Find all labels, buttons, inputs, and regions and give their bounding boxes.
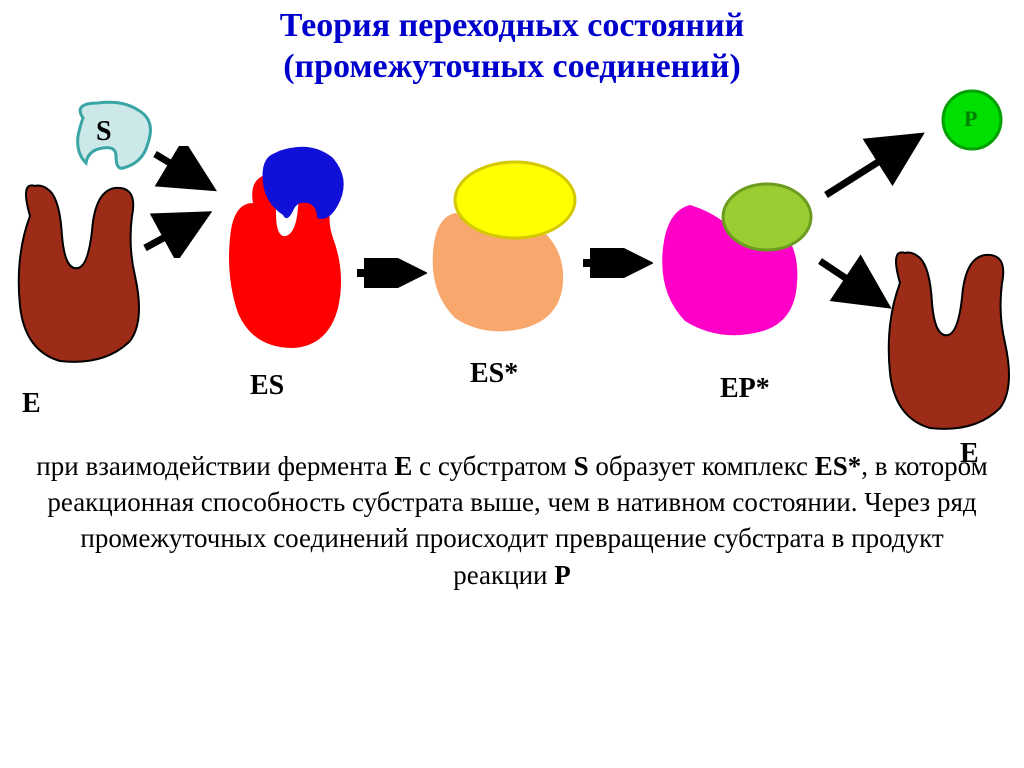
title-line1: Теория переходных состояний: [280, 7, 744, 44]
label-e-left: E: [22, 388, 41, 420]
desc-part-7: Р: [554, 560, 571, 590]
desc-part-0: при взаимодействии фермента: [36, 451, 394, 481]
description-text: при взаимодействии фермента Е с субстрат…: [0, 448, 1024, 594]
enzyme-e-left-shape: [10, 176, 145, 366]
label-s: S: [96, 116, 112, 148]
desc-part-4: образует комплекс: [589, 451, 815, 481]
label-p: P: [964, 106, 977, 132]
label-e-right: E: [960, 438, 979, 470]
substrate-s-shape: [68, 98, 158, 178]
label-es: ES: [250, 370, 284, 402]
arrow-es-to-esstar: [352, 258, 427, 288]
diagram-title: Теория переходных состояний (промежуточн…: [0, 0, 1024, 88]
substrate-es-blue-shape: [255, 143, 350, 228]
desc-part-1: Е: [394, 451, 412, 481]
arrow-s-to-es: [150, 146, 220, 196]
title-line2: (промежуточных соединений): [283, 48, 741, 85]
label-es-star: ES*: [470, 358, 518, 390]
substrate-esstar-yellow-shape: [450, 158, 580, 243]
arrow-epstar-to-p: [818, 130, 928, 205]
desc-part-5: ES*: [815, 451, 862, 481]
substrate-epstar-green-shape: [720, 180, 815, 255]
arrow-e-to-es: [140, 208, 215, 258]
desc-part-3: S: [574, 451, 589, 481]
label-ep-star: EP*: [720, 373, 770, 405]
arrow-esstar-to-epstar: [578, 248, 653, 278]
enzyme-e-right-shape: [880, 243, 1015, 433]
enzyme-reaction-diagram: S E ES ES* EP*: [0, 88, 1024, 448]
desc-part-2: с субстратом: [412, 451, 573, 481]
